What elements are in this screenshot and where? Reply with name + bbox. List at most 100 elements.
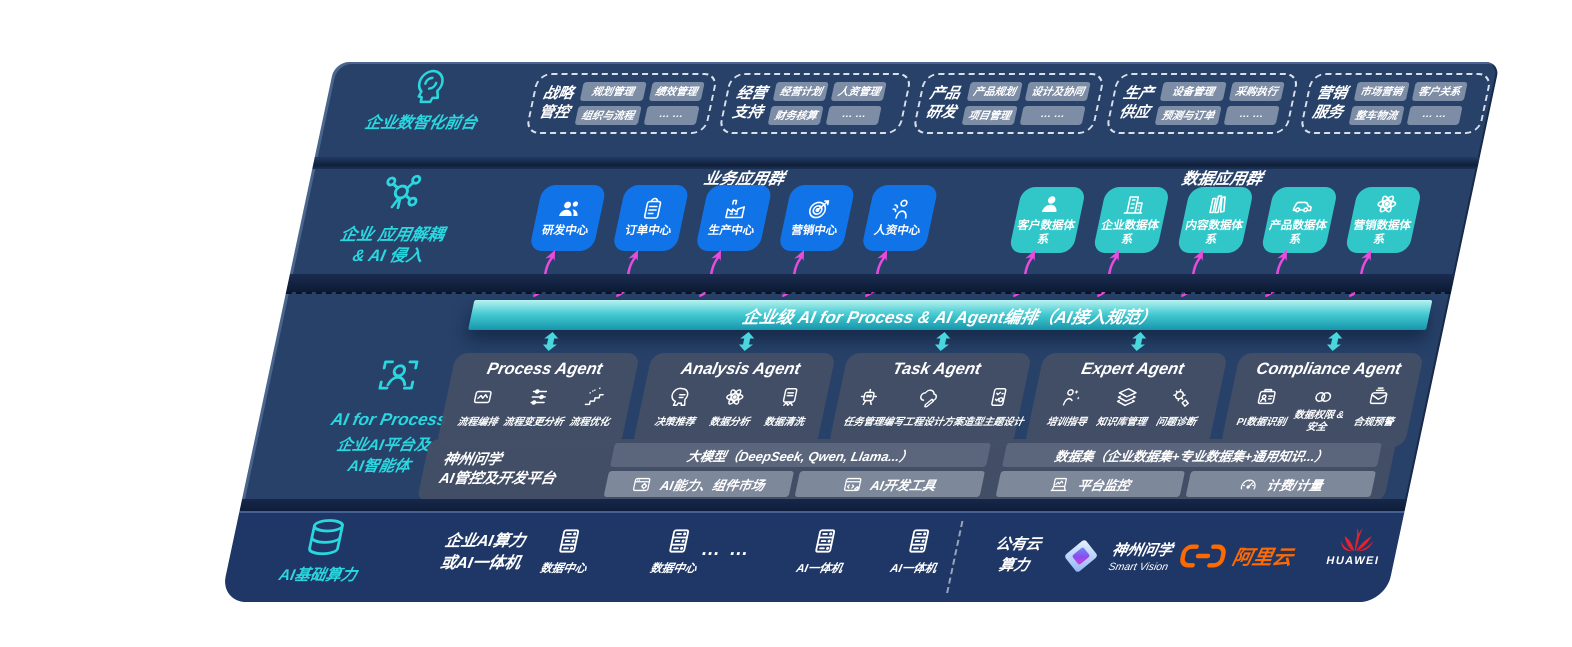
group-title: 营销 服务 bbox=[1311, 84, 1349, 121]
clean-icon bbox=[776, 386, 803, 408]
updown-arrow-icon bbox=[934, 332, 951, 351]
chip: … … bbox=[1223, 106, 1280, 125]
expert-agent-box: Expert Agent 培训指导 知识库管理 问题诊断 bbox=[1024, 353, 1229, 447]
band-ai-platform: AI for Process 企业AI平台及 AI智能体 企业级 AI for P… bbox=[242, 292, 1452, 501]
smart-vision-logo: 神州问学 Smart Vision bbox=[1056, 535, 1176, 577]
chip: 设备管理 bbox=[1159, 82, 1227, 101]
diagnose-icon bbox=[1168, 386, 1195, 408]
ai-orchestration-banner: 企业级 AI for Process & AI Agent编排（AI接入规范） bbox=[468, 300, 1433, 330]
business-tiles: 研发中心 订单中心 生产中心 营销中心 人资中心 bbox=[528, 185, 939, 251]
platform-monitor-cell: 平台监控 bbox=[995, 471, 1186, 497]
infra-zone-label: AI基础算力 bbox=[250, 517, 396, 585]
tile-hr-center: 人资中心 bbox=[860, 185, 939, 251]
factory-icon bbox=[721, 197, 750, 221]
sliders-icon bbox=[525, 386, 552, 408]
chip: 财务核算 bbox=[768, 106, 825, 125]
band-edge bbox=[286, 274, 1455, 292]
cloud-pen-icon bbox=[915, 386, 942, 408]
band-front-office: 企业数智化前台 战略 管控 规划管理 绩效管理 组织与流程 … … 经营 支持 经营… bbox=[315, 62, 1500, 157]
chip: 规划管理 bbox=[579, 82, 647, 101]
gauge-icon bbox=[1237, 475, 1260, 494]
front-office-zone-label: 企业数智化前台 bbox=[348, 67, 504, 133]
chip: 项目管理 bbox=[961, 106, 1018, 125]
tile-rd-center: 研发中心 bbox=[528, 185, 607, 251]
optimize-icon bbox=[581, 386, 608, 408]
group-title: 经营 支持 bbox=[730, 84, 769, 121]
updown-arrow-icon bbox=[738, 332, 755, 351]
datacenter-node: 数据中心 bbox=[636, 527, 718, 576]
database-icon bbox=[300, 517, 351, 559]
tile-marketing-data: 营销数据体系 bbox=[1344, 187, 1423, 253]
ai-component-market-cell: AI能力、组件市场 bbox=[603, 471, 794, 497]
data-group-title: 数据应用群 bbox=[1180, 171, 1264, 188]
tile-enterprise-data: 企业数据体系 bbox=[1092, 187, 1171, 253]
group-title: 战略 管控 bbox=[537, 84, 576, 121]
tile-order-center: 订单中心 bbox=[611, 185, 690, 251]
layers-icon bbox=[1113, 386, 1140, 408]
chip: 产品规划 bbox=[966, 82, 1023, 101]
updown-arrow-icon bbox=[1326, 332, 1343, 351]
band-edge bbox=[239, 499, 1408, 511]
atom-icon bbox=[1372, 192, 1401, 216]
tile-customer-data: 客户数据体系 bbox=[1008, 187, 1087, 253]
server-icon bbox=[662, 527, 696, 555]
group-operations: 经营 支持 经营计划 人资管理 财务核算 … … bbox=[718, 73, 913, 134]
alicloud-logo: 阿里云 bbox=[1177, 541, 1296, 570]
design-board-icon bbox=[985, 386, 1012, 408]
agent-boxes: Process Agent 流程编排 流程变更分析 流程优化 Analysis … bbox=[436, 353, 1425, 447]
ai-platform-panel: 神州问学 AI管控及开发平台 大模型（DeepSeek, Qwen, Llama… bbox=[416, 439, 1397, 501]
group-title: 生产 供应 bbox=[1117, 84, 1156, 121]
car-icon bbox=[1288, 192, 1317, 216]
molecule-icon bbox=[376, 171, 427, 213]
compliance-agent-box: Compliance Agent PI数据识别 数据权限 & 安全 合规预警 bbox=[1220, 353, 1425, 447]
huawei-icon bbox=[1337, 525, 1379, 553]
chip: … … bbox=[826, 106, 883, 125]
datasets-bar: 数据集（企业数据集+专业数据集+通用知识...） bbox=[1001, 443, 1383, 467]
component-market-icon bbox=[631, 475, 654, 494]
apps-zone-label: 企业 应用解耦 & AI 侵入 bbox=[299, 171, 492, 268]
datasets-group: 数据集（企业数据集+专业数据集+通用知识...） 平台监控 计费/计量 bbox=[995, 443, 1383, 497]
id-card-icon bbox=[1253, 386, 1280, 408]
sv-logo-icon bbox=[1056, 535, 1107, 577]
flow-icon bbox=[469, 386, 496, 408]
chip: 整车物流 bbox=[1348, 106, 1405, 125]
group-strategy: 战略 管控 规划管理 绩效管理 组织与流程 … … bbox=[524, 73, 720, 134]
updown-arrow-icon bbox=[542, 332, 559, 351]
band-applications: 企业 应用解耦 & AI 侵入 业务应用群 数据应用群 研发中心 订单中心 生产中… bbox=[290, 169, 1477, 297]
ellipsis: … … bbox=[699, 539, 753, 560]
group-marketing-service: 营销 服务 市场营销 客户关系 整车物流 … … bbox=[1298, 73, 1493, 134]
chip: 设计及协同 bbox=[1024, 82, 1092, 101]
decision-icon bbox=[667, 386, 694, 408]
chip: 经营计划 bbox=[773, 82, 830, 101]
ai-dev-tools-cell: AI开发工具 bbox=[794, 471, 985, 497]
dev-tools-icon bbox=[841, 475, 864, 494]
platform-label: 神州问学 AI管控及开发平台 bbox=[437, 452, 558, 487]
team-icon bbox=[555, 197, 584, 221]
chip: 人资管理 bbox=[831, 82, 888, 101]
updown-arrow-icon bbox=[1130, 332, 1147, 351]
server-icon bbox=[902, 527, 936, 555]
tile-content-data: 内容数据体系 bbox=[1176, 187, 1255, 253]
clipboard-icon bbox=[638, 197, 667, 221]
analysis-agent-box: Analysis Agent 决策推荐 数据分析 数据清洗 bbox=[632, 353, 837, 447]
chip: … … bbox=[643, 106, 700, 125]
huawei-logo: HUAWEI bbox=[1320, 525, 1393, 567]
ai-appliance-node: AI一体机 bbox=[876, 527, 958, 576]
task-agent-box: Task Agent 任务管理 编写工程设计方案 造型主题设计 bbox=[828, 353, 1033, 447]
ai-zone-label: AI for Process 企业AI平台及 AI智能体 bbox=[299, 354, 481, 478]
scan-person-icon bbox=[373, 354, 424, 396]
models-group: 大模型（DeepSeek, Qwen, Llama...） AI能力、组件市场 … bbox=[603, 443, 991, 497]
chip: 绩效管理 bbox=[648, 82, 705, 101]
ai-appliance-node: AI一体机 bbox=[782, 527, 864, 576]
server-icon bbox=[808, 527, 842, 555]
robot-icon bbox=[855, 386, 882, 408]
head-brain-icon bbox=[406, 67, 452, 105]
band-infrastructure: AI基础算力 企业AI算力 或AI一体机 数据中心 数据中心 … … AI一体机… bbox=[220, 511, 1405, 602]
public-cloud-label: 公有云 算力 bbox=[994, 536, 1043, 574]
datacenter-node: 数据中心 bbox=[526, 527, 608, 576]
training-icon bbox=[1059, 386, 1086, 408]
chip: 市场营销 bbox=[1353, 82, 1410, 101]
rings-icon bbox=[1309, 386, 1336, 408]
alicloud-icon bbox=[1177, 543, 1229, 569]
monitor-icon bbox=[1048, 475, 1071, 494]
